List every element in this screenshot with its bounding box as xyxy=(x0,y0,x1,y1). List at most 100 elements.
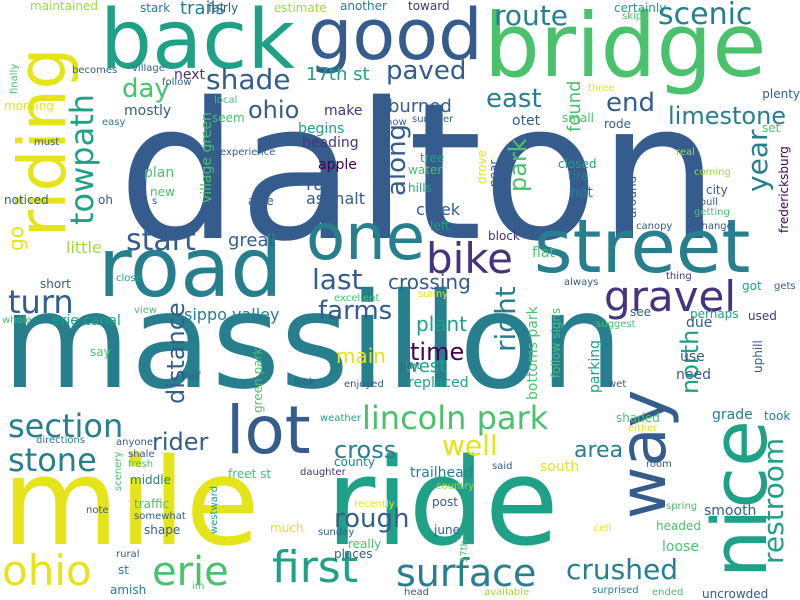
word-directions: directions xyxy=(36,435,86,446)
word-enjoyed: enjoyed xyxy=(344,379,384,390)
word-stone: stone xyxy=(8,441,97,479)
word-much: much xyxy=(270,521,304,535)
word-back: back xyxy=(100,0,295,88)
word-closed: closed xyxy=(558,157,597,171)
word-part: part xyxy=(400,361,421,372)
word-bike: bike xyxy=(426,234,513,283)
word-experience: experience xyxy=(220,147,276,158)
word-limestone: limestone xyxy=(668,102,787,130)
word-room: room xyxy=(646,459,672,470)
word-post: post xyxy=(432,495,458,509)
word-ohio: ohio xyxy=(2,546,92,595)
word-cell: cell xyxy=(594,523,612,534)
word-due: due xyxy=(686,315,713,331)
word-rider: rider xyxy=(152,428,209,456)
word-day: day xyxy=(122,74,170,104)
word-uncrowded: uncrowded xyxy=(702,587,769,600)
word-county: county xyxy=(334,455,375,469)
word-excellent: excellent xyxy=(334,293,380,304)
word-head: head xyxy=(404,587,429,598)
word-becomes: becomes xyxy=(72,65,118,76)
word-lincoln-park: lincoln park xyxy=(362,399,549,437)
word-real: real xyxy=(676,147,695,158)
word-asphalt: asphalt xyxy=(306,189,365,208)
word-heading: heading xyxy=(302,135,359,151)
word-suggest: suggest xyxy=(596,319,636,330)
word-main: main xyxy=(336,344,386,368)
word-cross: cross xyxy=(334,436,397,464)
word-mostly: mostly xyxy=(124,103,172,119)
word-getting: getting xyxy=(694,207,730,218)
word-local: local xyxy=(214,95,238,106)
word-left: left xyxy=(430,219,450,233)
word-ended: ended xyxy=(652,587,684,598)
word-lot: lot xyxy=(226,392,311,469)
word-recently: recently xyxy=(354,499,395,510)
word-spring: spring xyxy=(666,501,698,512)
word-shade: shade xyxy=(206,63,291,96)
word-replaced: replaced xyxy=(408,375,469,391)
word-really: really xyxy=(348,537,382,551)
word-good: good xyxy=(308,0,483,76)
word-village: village xyxy=(132,63,165,74)
word-estimate: estimate xyxy=(274,1,327,15)
word-june: june xyxy=(434,523,460,537)
word-right: right xyxy=(489,286,522,352)
word-west: west xyxy=(404,356,447,377)
word-plenty: plenty xyxy=(762,87,800,101)
word-said: said xyxy=(492,461,513,472)
word-tire: tire xyxy=(568,169,589,183)
word-along: along xyxy=(382,123,412,196)
word-finally: finally xyxy=(9,63,20,94)
word-shape: shape xyxy=(144,523,181,537)
word-ohio: ohio xyxy=(248,96,300,124)
word-always: always xyxy=(564,277,599,288)
word-gets: gets xyxy=(774,281,796,292)
word-crushed: crushed xyxy=(566,553,678,586)
word-turn: turn xyxy=(8,283,74,321)
word-perhaps: perhaps xyxy=(690,307,739,321)
word-area: area xyxy=(574,438,624,463)
word-new: new xyxy=(150,185,175,199)
word-view: view xyxy=(134,305,158,316)
word-available: available xyxy=(484,587,530,598)
word-middle: middle xyxy=(130,473,171,487)
word-crossing: crossing xyxy=(388,270,471,294)
word-set: set xyxy=(762,121,781,135)
word-mile: mile xyxy=(2,434,260,573)
word-bridge: bridge xyxy=(484,0,767,97)
word-start: start xyxy=(126,223,196,258)
word-fresh: fresh xyxy=(128,459,154,470)
word-plant: plant xyxy=(416,312,468,336)
word-note: note xyxy=(86,505,109,516)
word-skip: skip xyxy=(622,11,643,22)
word-grade: grade xyxy=(712,407,753,423)
word-section: section xyxy=(8,407,124,445)
word-trails: trails xyxy=(180,0,225,19)
word-17th: 17th xyxy=(459,540,470,563)
word-around: around xyxy=(625,175,639,218)
word-creek: creek xyxy=(416,200,460,219)
word-south: south xyxy=(540,459,580,475)
word-burned: burned xyxy=(388,96,452,117)
word-canopy: canopy xyxy=(636,221,673,232)
word-fairly: fairly xyxy=(208,1,239,15)
word-another: another xyxy=(340,0,387,13)
word-follow: follow xyxy=(162,77,192,88)
word-sunny: sunny xyxy=(418,289,449,300)
word-massillon: massillon xyxy=(2,265,624,419)
word-scenery: scenery xyxy=(113,451,124,491)
word-country: country xyxy=(436,481,475,492)
word-make: make xyxy=(324,103,363,119)
word-stark: stark xyxy=(140,1,171,15)
word-able: able xyxy=(248,194,274,208)
word-say: say xyxy=(90,345,111,359)
word-ride: ride xyxy=(326,434,559,573)
word-used: used xyxy=(748,309,777,323)
word-rail: rail xyxy=(306,174,335,195)
word-tree: tree xyxy=(420,151,445,165)
word-loose: loose xyxy=(662,539,699,555)
word-whole: whole xyxy=(2,315,32,326)
word-bottoms-park: bottoms park xyxy=(525,306,541,400)
word-morning: morning xyxy=(4,99,54,113)
